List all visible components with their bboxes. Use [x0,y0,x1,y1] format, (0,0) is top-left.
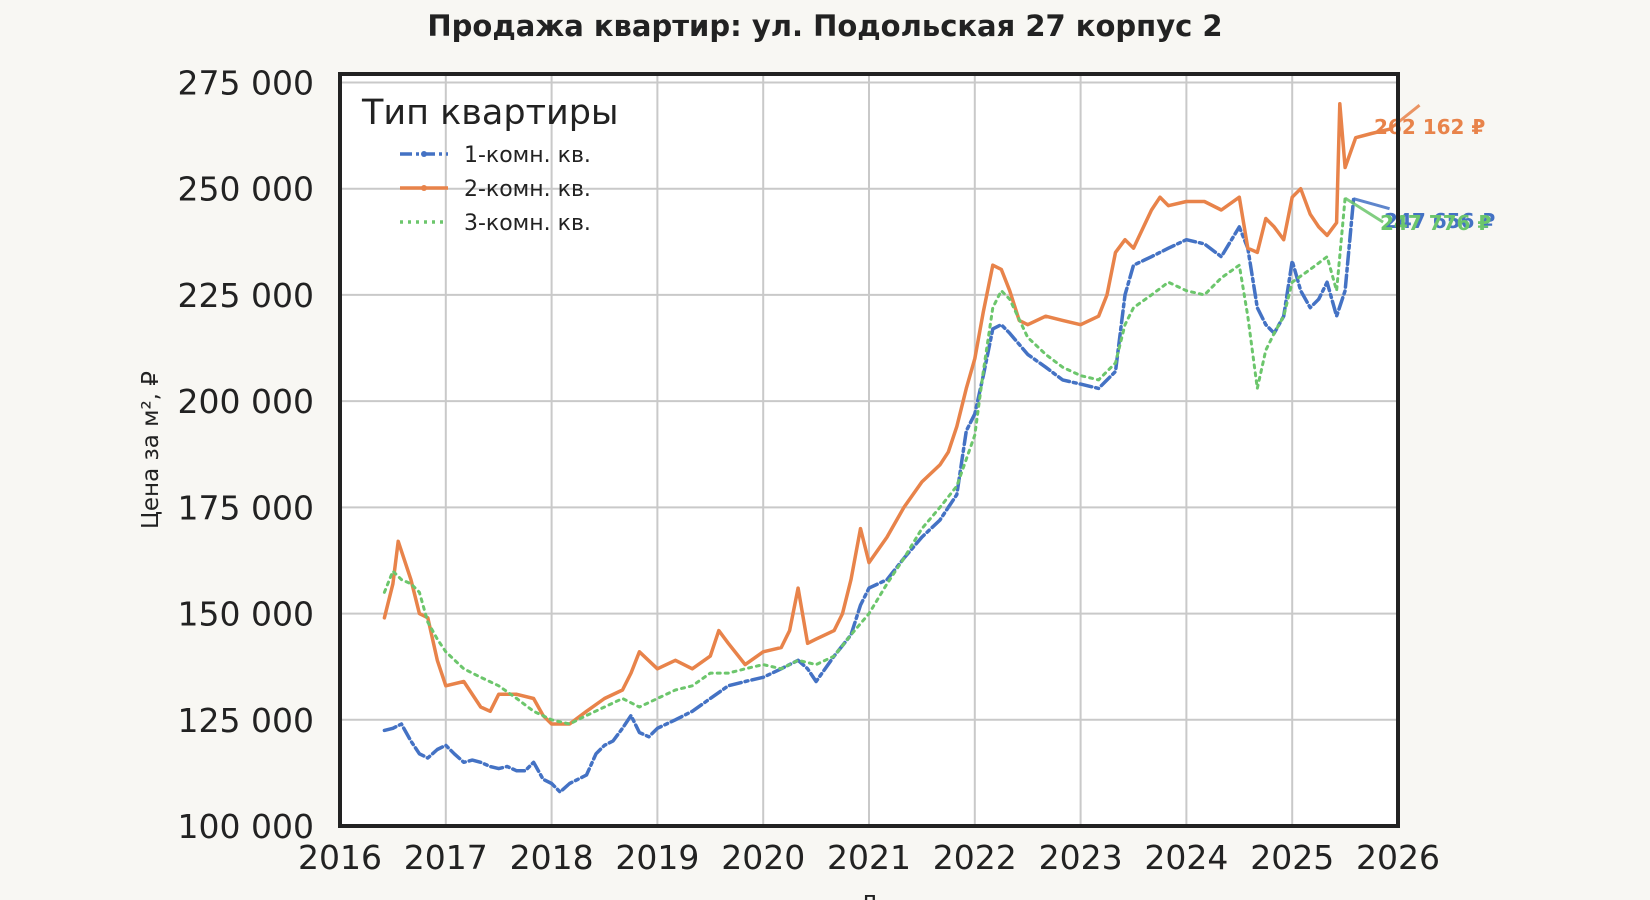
end-label-arrow [1388,104,1421,131]
y-axis-label: Цена за м², ₽ [138,371,164,529]
end-value-label: 262 162 ₽ [1374,115,1485,139]
x-tick-label: 2025 [1250,838,1334,877]
plot-frame [338,72,1400,828]
y-axis-ticks: 100 000 125 000 150 000 175 000 200 000 225 0… [178,63,314,846]
series-lines [382,101,1392,794]
x-tick-label: 2020 [721,838,805,877]
series-line-3 [382,196,1347,726]
x-axis-label: Д [860,892,878,900]
x-tick-label: 2019 [615,838,699,877]
x-tick-label: 2024 [1144,838,1228,877]
x-tick-label: 2023 [1039,838,1123,877]
end-label-arrow [1344,196,1384,224]
chart-title: Продажа квартир: ул. Подольская 27 корпу… [427,9,1222,43]
end-label-arrow [1353,197,1390,211]
legend-entry: 1-комн. кв. [464,143,591,168]
y-tick-label: 150 000 [178,595,314,634]
y-tick-label: 100 000 [178,807,314,846]
y-tick-label: 275 000 [178,63,314,102]
x-tick-label: 2026 [1356,838,1440,877]
legend-entry: 3-комн. кв. [464,211,591,236]
legend-marker [421,151,427,157]
y-tick-label: 250 000 [178,170,314,209]
legend: Тип квартиры 1-комн. кв. 2-комн. кв. 3-ком… [361,93,619,236]
legend-entry: 2-комн. кв. [464,177,591,202]
x-tick-label: 2016 [298,838,382,877]
y-tick-label: 175 000 [178,488,314,527]
x-axis-ticks: 2016 2017 2018 2019 2020 2021 2022 2023 2024 2025… [298,838,1440,877]
legend-title: Тип квартиры [361,93,619,133]
y-tick-label: 225 000 [178,276,314,315]
y-tick-label: 125 000 [178,701,314,740]
end-value-label: 247 656 ₽ [1384,209,1495,233]
x-tick-label: 2018 [510,838,594,877]
y-tick-label: 200 000 [178,382,314,421]
legend-marker [421,185,427,191]
x-tick-label: 2017 [404,838,488,877]
x-tick-label: 2022 [933,838,1017,877]
end-value-labels: 247 656 ₽262 162 ₽247 776 ₽ [1344,104,1495,235]
x-tick-label: 2021 [827,838,911,877]
